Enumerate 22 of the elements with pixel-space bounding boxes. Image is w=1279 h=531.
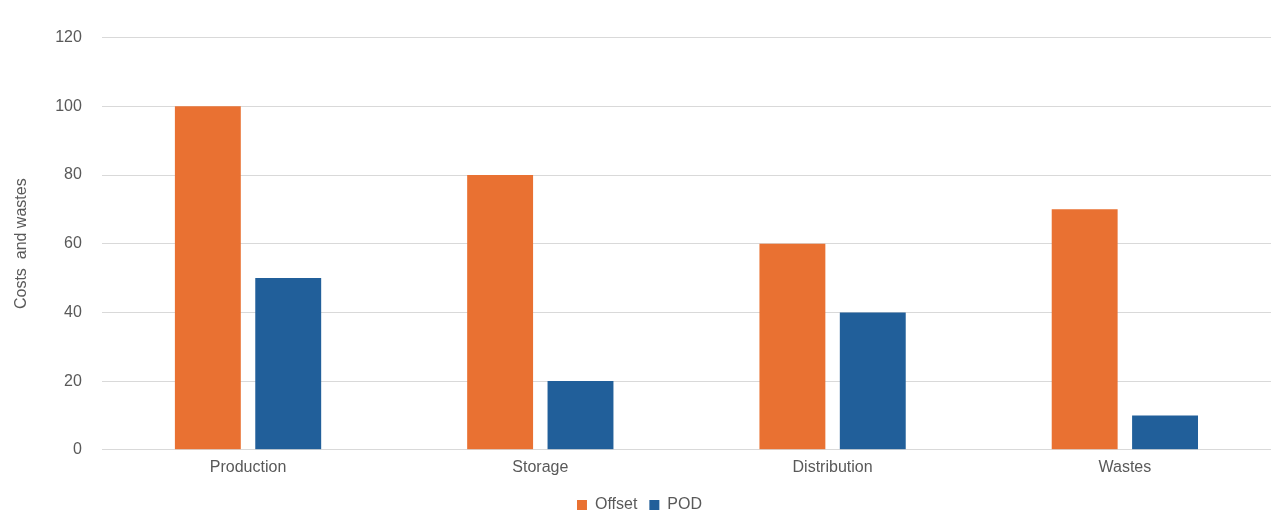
bar bbox=[174, 106, 241, 450]
x-tick-label: Production bbox=[209, 457, 287, 475]
bar bbox=[547, 381, 614, 450]
bar bbox=[255, 278, 322, 450]
bar bbox=[467, 175, 534, 450]
bar bbox=[1132, 415, 1198, 450]
x-tick-label: Storage bbox=[512, 457, 569, 475]
y-tick-label: 120 bbox=[55, 28, 82, 46]
y-tick-label: 0 bbox=[72, 440, 82, 458]
bar bbox=[1051, 209, 1118, 450]
legend-label: Offset bbox=[594, 495, 638, 513]
x-tick-label: Wastes bbox=[1098, 457, 1152, 475]
y-tick-label: 20 bbox=[64, 371, 82, 389]
x-tick-label: Distribution bbox=[792, 457, 873, 475]
y-axis-title: Costs and wastes bbox=[12, 178, 30, 310]
y-tick-label: 80 bbox=[64, 165, 82, 183]
legend-label: POD bbox=[667, 495, 703, 513]
bar bbox=[839, 312, 906, 450]
y-tick-label: 100 bbox=[55, 96, 82, 114]
y-tick-label: 40 bbox=[64, 302, 82, 320]
bar bbox=[759, 243, 826, 450]
y-tick-label: 60 bbox=[64, 234, 82, 252]
